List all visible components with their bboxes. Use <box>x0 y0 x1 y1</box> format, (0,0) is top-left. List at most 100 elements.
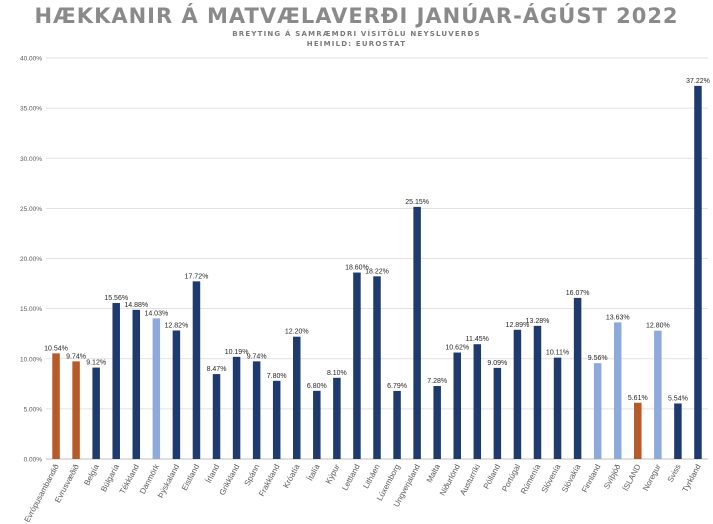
x-tick-label: Svíþjóð <box>602 462 623 490</box>
y-tick-label: 35.00% <box>20 106 42 113</box>
bar <box>373 276 381 459</box>
data-label: 18.22% <box>365 268 389 275</box>
x-tick-label: Ítalía <box>305 462 321 482</box>
bar <box>333 377 341 459</box>
data-label: 10.54% <box>44 345 68 352</box>
x-tick-label: Sviss <box>666 463 683 484</box>
data-label: 11.45% <box>466 336 489 343</box>
data-label: 5.54% <box>668 395 688 402</box>
data-label: 12.89% <box>506 322 530 329</box>
bar <box>573 297 582 459</box>
data-label: 7.28% <box>427 378 447 385</box>
data-label: 6.80% <box>307 383 327 390</box>
y-tick-label: 20.00% <box>20 256 42 263</box>
y-tick-label: 30.00% <box>20 156 42 163</box>
bar <box>433 386 441 459</box>
bar <box>52 353 60 459</box>
x-tick-label: Búlgaría <box>99 462 121 493</box>
bar <box>293 336 301 459</box>
x-tick-label: ÍSLAND <box>621 463 643 493</box>
bar <box>172 330 181 459</box>
data-label: 15.56% <box>104 295 128 302</box>
data-label: 9.74% <box>66 353 86 360</box>
x-tick-label: Belgía <box>82 462 101 487</box>
bar <box>132 309 141 459</box>
data-label: 10.11% <box>546 350 569 357</box>
data-label: 18.60% <box>345 265 369 272</box>
bar <box>453 352 461 459</box>
data-label: 16.07% <box>566 290 590 297</box>
data-label: 37.22% <box>686 78 710 85</box>
bar <box>232 356 241 459</box>
data-label: 10.62% <box>445 345 469 352</box>
chart-source: HEIMILD: EUROSTAT <box>306 40 407 48</box>
bar <box>112 303 120 459</box>
y-tick-label: 40.00% <box>20 56 42 63</box>
data-label: 9.09% <box>487 360 507 367</box>
bar <box>473 344 482 459</box>
x-tick-label: Slóvakía <box>560 462 583 494</box>
data-label: 5.61% <box>628 395 648 402</box>
x-tick-label: Kýpur <box>324 462 342 485</box>
x-tick-label: Portúgal <box>500 463 522 494</box>
y-tick-label: 10.00% <box>20 356 42 363</box>
x-tick-label: Lettland <box>340 463 361 492</box>
bar <box>593 363 602 459</box>
bar <box>613 322 622 459</box>
x-tick-label: Malta <box>425 462 442 484</box>
x-tick-label: Grikkland <box>218 463 242 497</box>
data-label: 9.56% <box>588 355 608 362</box>
bar <box>393 390 401 459</box>
chart-subtitle: BREYTING Á SAMRÆMDRI VÍSITÖLU NEYSLUVERÐ… <box>232 30 481 38</box>
bar <box>413 206 421 459</box>
y-tick-label: 25.00% <box>20 206 42 213</box>
y-tick-label: 5.00% <box>24 406 43 413</box>
data-label: 12.80% <box>646 323 670 330</box>
bar <box>252 361 261 459</box>
x-tick-label: Pólland <box>482 463 502 491</box>
x-tick-label: Spánn <box>243 463 262 488</box>
data-label: 8.10% <box>327 370 347 377</box>
x-tick-label: Austurríki <box>458 463 482 497</box>
x-tick-label: Finnland <box>580 463 602 494</box>
data-label: 14.03% <box>144 310 168 317</box>
data-label: 17.72% <box>185 273 209 280</box>
bar <box>674 403 682 459</box>
x-tick-label: Litháen <box>361 463 381 490</box>
data-label: 7.80% <box>267 373 287 380</box>
bar <box>634 402 642 459</box>
y-tick-label: 15.00% <box>20 306 42 313</box>
x-tick-label: Eistland <box>180 463 201 492</box>
x-tick-label: Evrópusambandið <box>23 462 61 524</box>
bar <box>212 374 221 459</box>
x-tick-label: Tyrkland <box>681 463 703 494</box>
data-label: 14.88% <box>124 302 148 309</box>
data-label: 12.20% <box>285 329 309 336</box>
bar <box>272 380 281 459</box>
data-label: 9.12% <box>86 360 106 367</box>
data-label: 6.79% <box>387 383 407 390</box>
x-tick-label: Írland <box>204 463 221 485</box>
bar <box>513 329 522 459</box>
y-tick-label: 0.00% <box>24 457 43 464</box>
data-label: 13.63% <box>606 314 630 321</box>
x-tick-label: Noregur <box>641 462 663 492</box>
bar <box>192 281 201 459</box>
data-label: 10.19% <box>225 349 249 356</box>
bar <box>92 367 100 459</box>
data-label: 13.28% <box>526 318 550 325</box>
bar <box>493 367 502 459</box>
data-label: 25.15% <box>405 199 429 206</box>
data-label: 12.82% <box>165 322 189 329</box>
bar <box>152 318 161 459</box>
bar <box>353 272 361 459</box>
bar <box>313 390 321 459</box>
bar <box>694 85 702 459</box>
x-tick-label: Króatía <box>281 462 301 489</box>
bar <box>72 361 80 459</box>
bar <box>533 325 542 459</box>
bar <box>553 357 562 459</box>
data-label: 9.74% <box>247 353 267 360</box>
